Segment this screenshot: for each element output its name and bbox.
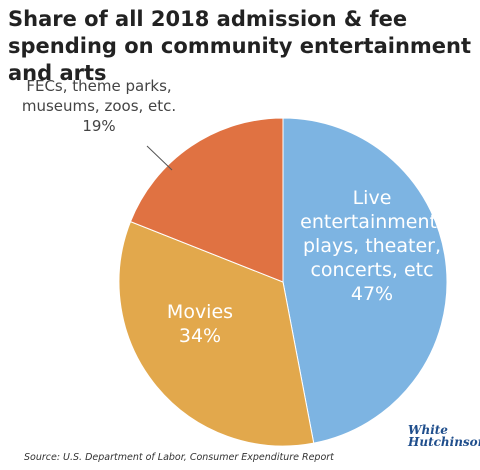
category-label: Movies xyxy=(166,301,234,323)
slice-label: FECs, theme parks, museums, zoos, etc. 19… xyxy=(4,76,194,136)
logo-line: White xyxy=(408,423,448,437)
slice-label: Movies 34% xyxy=(140,300,260,348)
slice-label: Live entertainment-plays, theater, conce… xyxy=(292,186,452,306)
value-label: 34% xyxy=(178,325,222,347)
source-note: Source: U.S. Department of Labor, Consum… xyxy=(24,452,334,463)
category-label: Live entertainment-plays, theater, conce… xyxy=(300,187,444,281)
category-label: FECs, theme parks, museums, zoos, etc. xyxy=(21,77,177,115)
value-label: 47% xyxy=(350,283,394,305)
value-label: 19% xyxy=(82,117,116,135)
logo-line: Hutchinson xyxy=(408,435,480,449)
logo: White Hutchinson xyxy=(408,424,480,448)
pie-slice xyxy=(118,220,315,447)
pie-slice xyxy=(282,117,448,444)
leader-line xyxy=(146,145,173,171)
chart-title: Share of all 2018 admission & fee spendi… xyxy=(8,7,472,85)
pie-slice xyxy=(129,117,284,283)
